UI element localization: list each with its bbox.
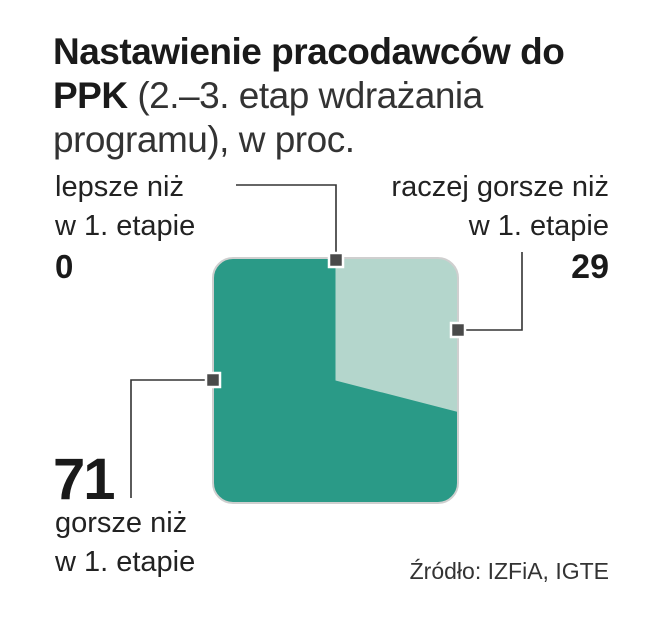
value-better: 0: [55, 248, 74, 285]
slice-rather-worse: [335, 258, 458, 412]
chart-slices: [213, 258, 458, 503]
label-rather-worse-line2: w 1. etapie: [468, 210, 609, 242]
label-worse-line2: w 1. etapie: [55, 546, 196, 578]
leader-line-better: [236, 184, 337, 258]
marker-worse: [204, 371, 222, 389]
label-better-line2: w 1. etapie: [55, 210, 196, 242]
value-rather-worse: 29: [571, 248, 609, 286]
leader-markers: [204, 251, 467, 389]
marker-better: [327, 251, 345, 269]
source-note: Źródło: IZFiA, IGTE: [409, 558, 609, 584]
label-worse-line1: gorsze niż: [55, 507, 188, 539]
value-worse: 71: [53, 447, 115, 512]
leader-line-rather-worse: [458, 252, 523, 331]
chart-title-bold: Nastawienie pracodawców do PPK: [53, 31, 565, 116]
chart-title-light: (2.–3. etap wdrażania programu), w proc.: [53, 75, 483, 160]
label-better-line1: lepsze niż: [55, 171, 184, 203]
chart-title: Nastawienie pracodawców do PPK (2.–3. et…: [53, 30, 633, 162]
marker-rather-worse: [449, 321, 467, 339]
leader-lines: [130, 184, 523, 498]
leader-line-worse: [130, 379, 213, 498]
label-rather-worse-line1: raczej gorsze niż: [391, 171, 609, 203]
